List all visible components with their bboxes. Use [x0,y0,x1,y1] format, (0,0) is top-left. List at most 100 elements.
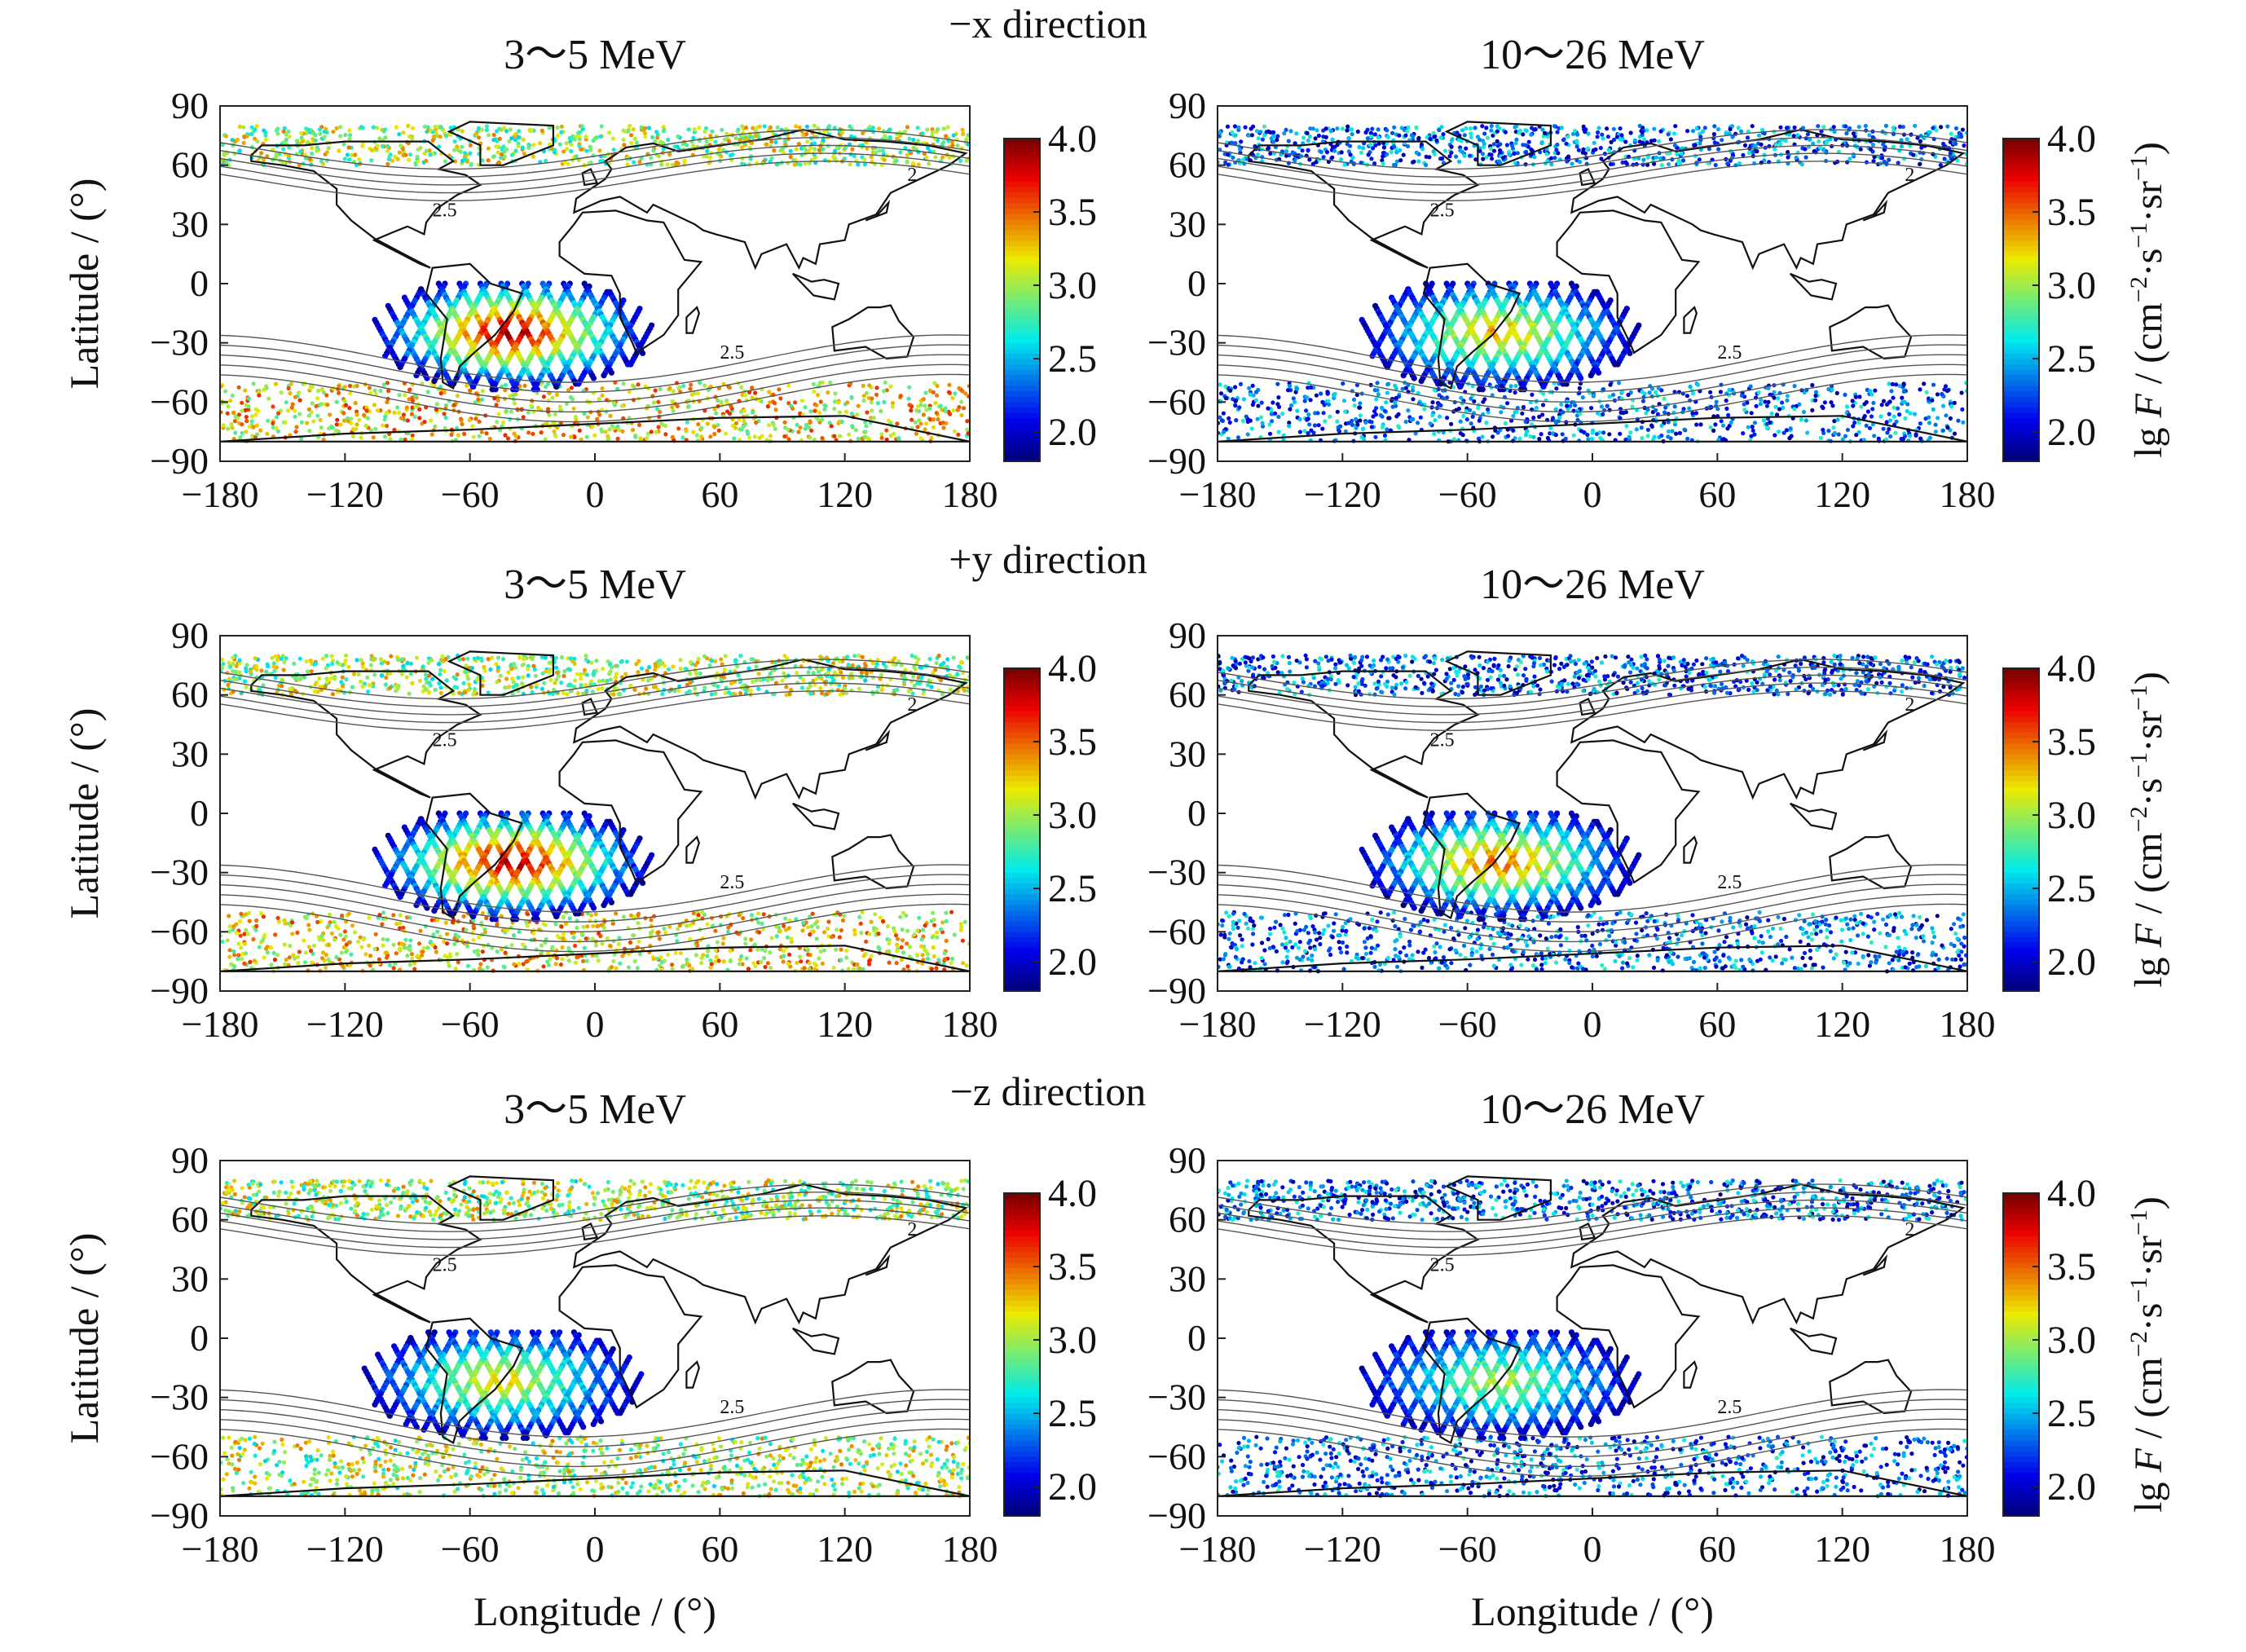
data-point [802,145,807,150]
data-point [263,137,268,142]
data-point [644,436,650,441]
data-point [1450,137,1455,142]
data-point [1249,426,1254,431]
data-point [1321,411,1326,416]
data-point [1891,395,1896,400]
data-point [1785,398,1790,403]
data-point [1233,399,1238,403]
data-point [639,125,644,130]
southern-belt [220,380,970,444]
data-point [1228,388,1233,393]
data-point [392,427,397,433]
coastline [831,304,915,360]
data-point [966,142,970,147]
data-point [1549,156,1554,161]
data-point [966,133,970,138]
data-point [636,422,642,428]
data-point [522,383,527,388]
data-point [417,416,422,421]
data-point [1682,427,1687,432]
data-point [334,422,339,427]
data-point [347,383,353,389]
data-point [1887,418,1893,423]
data-point [1590,436,1595,442]
data-point [1586,437,1591,442]
data-point [750,395,755,400]
data-point [1883,123,1888,128]
data-point [708,434,713,439]
data-point [1362,437,1367,442]
data-point [494,144,499,149]
data-point [1360,146,1366,151]
data-point [1830,387,1834,392]
data-point [395,156,400,161]
data-point [1607,407,1612,412]
data-point [940,421,945,425]
data-point [645,431,651,436]
data-point [808,435,813,440]
data-point [753,390,758,395]
data-point [1826,429,1831,434]
data-point [1580,395,1585,400]
data-point [279,390,284,395]
data-point [369,158,374,163]
data-point [573,414,579,420]
colorbar-swatch [1004,418,1040,425]
data-point [771,422,776,427]
data-point [792,162,797,167]
colorbar-swatch [1004,208,1040,215]
data-point [529,403,534,408]
data-point [874,385,879,390]
data-point [915,425,920,430]
data-point [1623,139,1628,144]
data-point [1307,134,1312,139]
data-point [1887,399,1892,404]
data-point [1345,128,1350,133]
data-point [1575,408,1580,413]
data-point [1943,384,1949,389]
data-point [1698,141,1702,146]
data-point [576,130,581,135]
data-point [628,133,634,138]
data-point [1330,137,1335,142]
data-point [1695,382,1701,387]
coastlines [220,121,970,443]
data-point [865,410,870,415]
data-point [1931,407,1936,412]
data-point [1843,434,1848,438]
data-point [319,159,324,164]
data-point [1449,144,1454,149]
data-point [557,142,562,147]
data-point [594,134,599,140]
data-point [297,390,302,395]
data-point [955,143,960,148]
data-point [355,422,359,427]
data-point [1540,412,1545,417]
data-point [861,383,865,388]
data-point [1946,388,1951,393]
data-point [1742,143,1748,148]
data-point [843,409,849,414]
data-point [887,134,892,140]
data-point [397,132,402,137]
data-point [1526,139,1531,144]
data-point [1432,431,1437,436]
data-point [1508,384,1513,389]
data-point [290,402,295,407]
data-point [1630,404,1635,409]
data-point [223,389,228,394]
data-point [338,125,343,130]
data-point [1911,152,1916,157]
data-point [443,134,449,139]
data-point [1286,388,1291,393]
data-point [544,158,548,163]
data-point [753,133,758,138]
data-point [1730,134,1735,139]
colorbar-swatch [1004,305,1040,311]
data-point [794,124,799,129]
data-point [849,394,854,400]
data-point [1529,422,1535,427]
data-point [1477,418,1482,423]
data-point [952,429,957,434]
data-point [1553,407,1558,412]
